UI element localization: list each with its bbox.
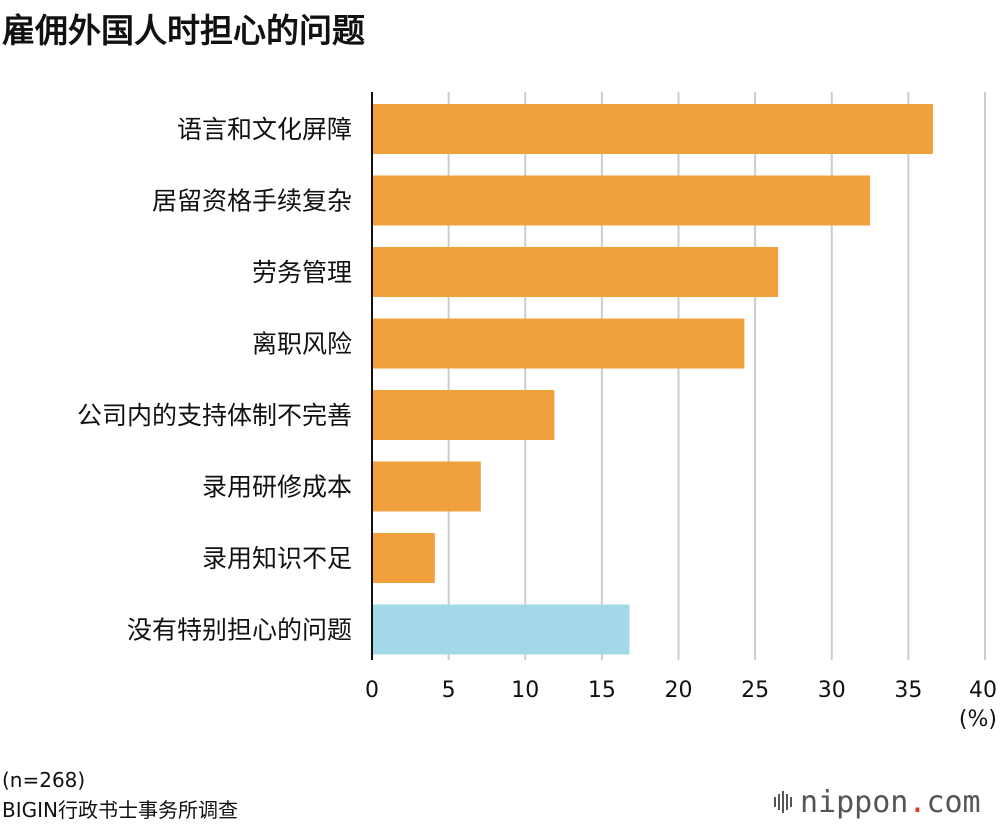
category-label: 没有特别担心的问题	[127, 616, 352, 645]
x-tick-label: 25	[741, 678, 769, 703]
logo-dot: .	[908, 784, 927, 820]
chart-title: 雇佣外国人时担心的问题	[2, 11, 365, 50]
bar	[372, 604, 630, 655]
category-label: 录用知识不足	[202, 544, 352, 573]
category-label: 录用研修成本	[202, 473, 352, 502]
bar	[372, 104, 933, 154]
bar	[372, 533, 435, 583]
x-tick-label: 30	[818, 678, 846, 703]
category-label: 公司内的支持体制不完善	[77, 401, 352, 430]
category-label: 离职风险	[252, 330, 352, 359]
nippon-logo: nippon.com	[774, 784, 981, 820]
category-label: 劳务管理	[252, 258, 352, 287]
bar-chart: 语言和文化屏障居留资格手续复杂劳务管理离职风险公司内的支持体制不完善录用研修成本…	[77, 92, 997, 732]
bar	[372, 461, 481, 512]
logo-text: nippon	[800, 784, 909, 820]
x-tick-label: 10	[511, 678, 539, 703]
x-tick-label: 35	[894, 678, 922, 703]
bar	[372, 318, 745, 369]
source-note: BIGIN行政书士事务所调查	[2, 798, 238, 822]
bar	[372, 390, 555, 440]
x-tick-label: 40	[969, 678, 997, 703]
x-tick-label: 20	[665, 678, 693, 703]
logo-mark-icon	[774, 791, 792, 813]
bar	[372, 175, 871, 226]
bar	[372, 247, 779, 297]
logo-suffix: com	[926, 784, 981, 820]
x-tick-label: 0	[365, 678, 379, 703]
sample-size-note: (n=268)	[2, 768, 86, 792]
x-tick-label: 15	[588, 678, 616, 703]
category-label: 语言和文化屏障	[177, 115, 352, 144]
x-tick-label: 5	[442, 678, 456, 703]
category-label: 居留资格手续复杂	[152, 187, 352, 216]
x-unit-label: (%)	[959, 707, 997, 732]
